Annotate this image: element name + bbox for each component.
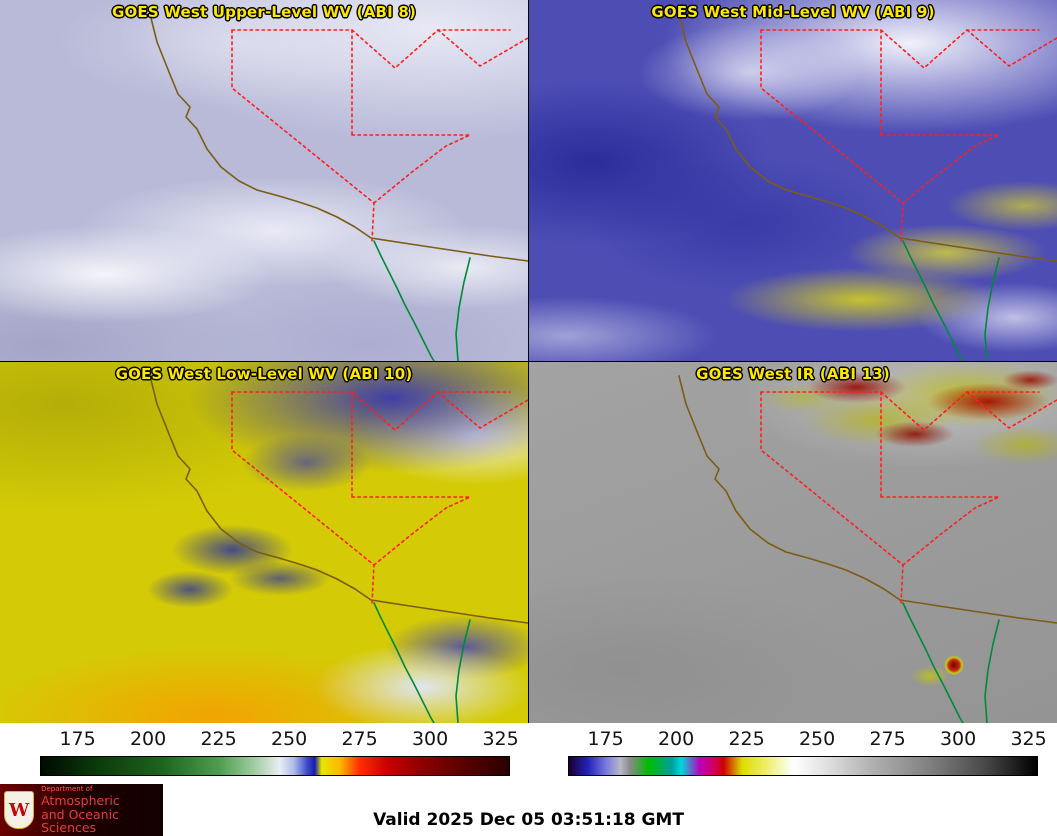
panel-mid-level-wv: GOES West Mid-Level WV (ABI 9) — [529, 0, 1057, 361]
tick-label: 300 — [411, 728, 449, 750]
uw-shield-icon: W — [4, 791, 35, 829]
tick-label: 275 — [341, 728, 378, 750]
map-overlay — [678, 13, 1057, 361]
tick-label: 225 — [728, 728, 765, 750]
logo-line1: Atmospheric — [41, 793, 120, 809]
panel-low-level-wv: GOES West Low-Level WV (ABI 10) — [0, 362, 528, 723]
logo-line2: and Oceanic Sciences — [41, 806, 119, 835]
panel-ir: GOES West IR (ABI 13) — [529, 362, 1057, 723]
tick-label: 275 — [869, 728, 906, 750]
panel-title-mid-wv: GOES West Mid-Level WV (ABI 9) — [651, 3, 935, 21]
map-overlay — [149, 13, 528, 361]
map-overlay — [149, 375, 528, 723]
map-overlay — [678, 375, 1057, 723]
satellite-quad-view: GOES West Upper-Level WV (ABI 8) GOES We… — [0, 0, 1057, 723]
tick-label: 175 — [587, 728, 624, 750]
colorbar-gradient-ir — [568, 756, 1038, 776]
panel-upper-level-wv: GOES West Upper-Level WV (ABI 8) — [0, 0, 528, 361]
uw-aos-logo: W Department of Atmospheric and Oceanic … — [0, 784, 163, 836]
colorbar-ir-ticks: 175 200 225 250 275 300 325 — [568, 723, 1046, 753]
panel-title-low-wv: GOES West Low-Level WV (ABI 10) — [115, 365, 413, 383]
panel-title-upper-wv: GOES West Upper-Level WV (ABI 8) — [111, 3, 417, 21]
colorbar-row: 175 200 225 250 275 300 325 175 200 225 … — [0, 723, 1057, 781]
tick-label: 200 — [657, 728, 695, 750]
tick-label: 325 — [482, 728, 519, 750]
tick-label: 300 — [939, 728, 977, 750]
tick-label: 175 — [59, 728, 96, 750]
valid-time-label: Valid 2025 Dec 05 03:51:18 GMT — [373, 810, 684, 830]
colorbar-ir: 175 200 225 250 275 300 325 — [568, 723, 1047, 781]
logo-text: Department of Atmospheric and Oceanic Sc… — [41, 785, 163, 835]
colorbar-gradient-wv — [40, 756, 510, 776]
tick-label: 250 — [270, 728, 308, 750]
uw-crest-icon: W — [3, 788, 35, 832]
colorbar-wv-ticks: 175 200 225 250 275 300 325 — [40, 723, 518, 753]
tick-label: 325 — [1010, 728, 1047, 750]
colorbar-wv: 175 200 225 250 275 300 325 — [40, 723, 519, 781]
logo-dept-line: Department of — [41, 785, 93, 794]
tick-label: 250 — [798, 728, 836, 750]
tick-label: 200 — [129, 728, 167, 750]
panel-title-ir: GOES West IR (ABI 13) — [696, 365, 890, 383]
uw-monogram: W — [8, 799, 30, 821]
tick-label: 225 — [200, 728, 237, 750]
